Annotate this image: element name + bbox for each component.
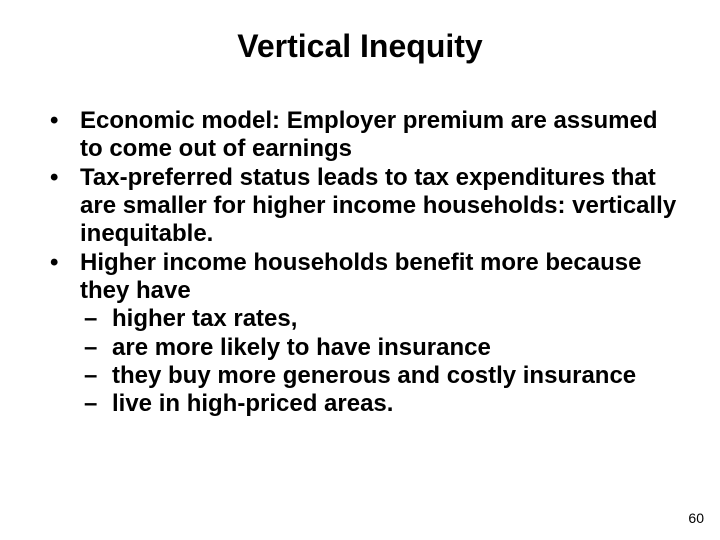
sub-bullet-item: live in high-priced areas. xyxy=(80,390,680,418)
page-number: 60 xyxy=(688,510,704,526)
bullet-item: Tax-preferred status leads to tax expend… xyxy=(44,164,680,249)
bullet-item: Economic model: Employer premium are ass… xyxy=(44,107,680,164)
sub-bullet-text: live in high-priced areas. xyxy=(112,390,393,417)
sub-bullet-item: higher tax rates, xyxy=(80,305,680,333)
slide-title: Vertical Inequity xyxy=(40,28,680,65)
bullet-item: Higher income households benefit more be… xyxy=(44,249,680,419)
sub-bullet-text: higher tax rates, xyxy=(112,305,297,332)
bullet-text: Economic model: Employer premium are ass… xyxy=(80,107,658,162)
bullet-text: Higher income households benefit more be… xyxy=(80,249,641,304)
sub-bullet-item: are more likely to have insurance xyxy=(80,334,680,362)
sub-bullet-item: they buy more generous and costly insura… xyxy=(80,362,680,390)
slide: Vertical Inequity Economic model: Employ… xyxy=(0,0,720,540)
sub-bullet-text: they buy more generous and costly insura… xyxy=(112,362,636,389)
bullet-text: Tax-preferred status leads to tax expend… xyxy=(80,164,676,248)
bullet-list: Economic model: Employer premium are ass… xyxy=(44,107,680,418)
slide-content: Economic model: Employer premium are ass… xyxy=(40,107,680,418)
sub-bullet-list: higher tax rates, are more likely to hav… xyxy=(80,305,680,418)
sub-bullet-text: are more likely to have insurance xyxy=(112,334,491,361)
